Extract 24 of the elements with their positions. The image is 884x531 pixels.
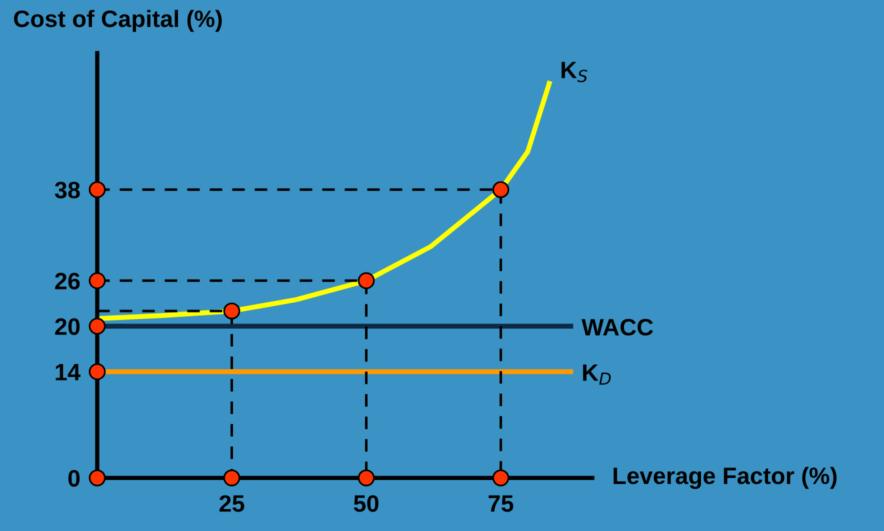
y-axis-title: Cost of Capital (%)	[14, 10, 222, 32]
y-tick-label: 38	[54, 182, 80, 198]
point	[358, 469, 375, 486]
series-label: K$_{S}$	[562, 62, 588, 82]
x-tick-label: 25	[219, 495, 244, 512]
point	[492, 469, 510, 486]
x-tick-label: 50	[354, 495, 378, 512]
point	[88, 272, 106, 290]
point	[223, 469, 240, 486]
point	[358, 272, 375, 290]
x-tick-label: 75	[488, 495, 514, 512]
y-tick-label: 0	[68, 470, 80, 487]
point	[88, 469, 106, 486]
series-label: K$_{D}$	[583, 364, 611, 385]
series-label: WACC	[582, 318, 654, 336]
point	[492, 181, 510, 198]
y-tick-label: 20	[55, 318, 80, 335]
point	[88, 181, 106, 198]
point	[88, 363, 106, 380]
x-axis-title: Leverage Factor (%)	[614, 466, 837, 489]
y-tick-label: 26	[55, 272, 80, 290]
point	[88, 318, 106, 335]
point	[223, 302, 240, 320]
y-tick-label: 14	[56, 364, 80, 380]
